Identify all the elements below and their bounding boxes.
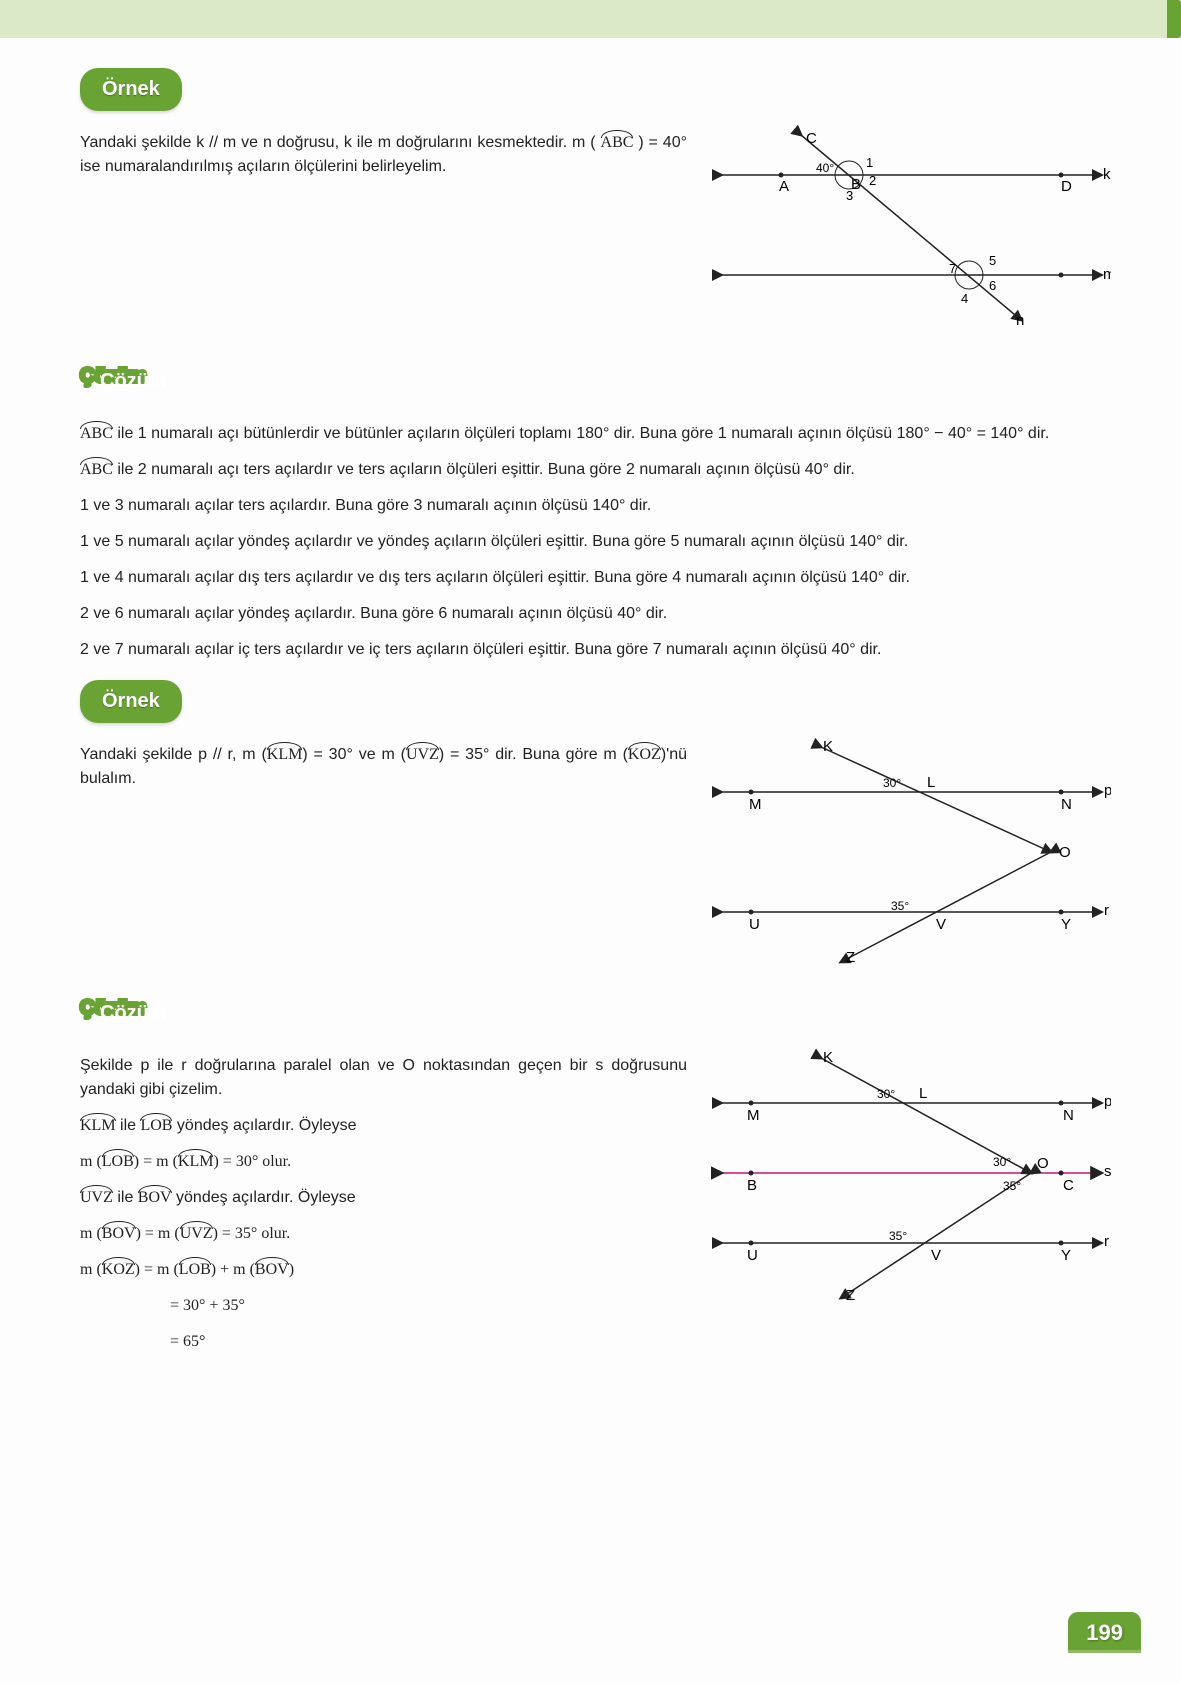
svg-text:B: B bbox=[747, 1177, 757, 1194]
sol1-line0: ABC ile 1 numaralı açı bütünlerdir ve bü… bbox=[80, 422, 1111, 446]
sol2-l7: = 65° bbox=[170, 1330, 687, 1354]
pt-C: C bbox=[806, 130, 817, 147]
svg-text:35°: 35° bbox=[891, 899, 909, 913]
svg-text:O: O bbox=[1059, 844, 1071, 861]
example-1: Örnek Yandaki şekilde k // m ve n doğrus… bbox=[80, 68, 1111, 343]
solution-2: Çözüm Çözüm Şekilde p ile r doğrularına … bbox=[80, 993, 1111, 1366]
svg-text:Y: Y bbox=[1061, 916, 1071, 933]
svg-text:4: 4 bbox=[961, 291, 968, 306]
cozum-heading-1: Çözüm Çözüm bbox=[80, 361, 187, 402]
svg-text:p: p bbox=[1104, 1093, 1111, 1110]
sol2-l5: m (KOZ) = m (LOB) + m (BOV) bbox=[80, 1258, 687, 1282]
svg-text:C: C bbox=[1063, 1177, 1074, 1194]
sol2-l2: m (LOB) = m (KLM) = 30° olur. bbox=[80, 1150, 687, 1174]
page: Örnek Yandaki şekilde k // m ve n doğrus… bbox=[0, 0, 1181, 1683]
svg-text:Z: Z bbox=[846, 949, 855, 966]
svg-text:35°: 35° bbox=[889, 1229, 907, 1243]
svg-text:V: V bbox=[936, 916, 946, 933]
sol2-p1: Şekilde p ile r doğrularına paralel olan… bbox=[80, 1054, 687, 1102]
svg-text:M: M bbox=[747, 1107, 760, 1124]
svg-text:U: U bbox=[749, 916, 760, 933]
svg-text:N: N bbox=[1061, 796, 1072, 813]
sol2-l3: UVZ ile BOV yöndeş açılardır. Öyleyse bbox=[80, 1186, 687, 1210]
page-number: 199 bbox=[1068, 1612, 1141, 1653]
sol1-line2: 1 ve 3 numaralı açılar ters açılardır. B… bbox=[80, 494, 1111, 518]
svg-text:O: O bbox=[1037, 1155, 1049, 1172]
ornek-heading-1: Örnek bbox=[80, 68, 182, 111]
angle-40: 40° bbox=[816, 161, 834, 175]
svg-text:30°: 30° bbox=[883, 776, 901, 790]
svg-text:r: r bbox=[1104, 1233, 1109, 1250]
sol1-line3: 1 ve 5 numaralı açılar yöndeş açılardır … bbox=[80, 530, 1111, 554]
arc-abc: ABC bbox=[601, 134, 634, 151]
svg-text:U: U bbox=[747, 1247, 758, 1264]
svg-text:7: 7 bbox=[949, 261, 956, 276]
svg-text:1: 1 bbox=[866, 155, 873, 170]
diagram-3: K L M N O B C U V Y Z 30° 30° 35° 35° p bbox=[711, 1048, 1111, 1308]
svg-text:L: L bbox=[927, 774, 935, 791]
ex1-problem: Yandaki şekilde k // m ve n doğrusu, k i… bbox=[80, 131, 687, 179]
sol1-line6: 2 ve 7 numaralı açılar iç ters açılardır… bbox=[80, 638, 1111, 662]
line-n: n bbox=[1016, 312, 1024, 329]
svg-text:K: K bbox=[823, 1049, 833, 1066]
svg-text:3: 3 bbox=[846, 188, 853, 203]
diagram-2: K L M N O U V Y Z 30° 35° p r bbox=[711, 737, 1111, 967]
svg-text:2: 2 bbox=[869, 173, 876, 188]
svg-text:30°: 30° bbox=[993, 1155, 1011, 1169]
header-bar bbox=[0, 0, 1181, 38]
ex2-problem: Yandaki şekilde p // r, m (KLM) = 30° ve… bbox=[80, 743, 687, 791]
svg-text:L: L bbox=[919, 1085, 927, 1102]
sol1-line1: ABC ile 2 numaralı açı ters açılardır ve… bbox=[80, 458, 1111, 482]
line-k: k bbox=[1103, 166, 1111, 183]
svg-text:N: N bbox=[1063, 1107, 1074, 1124]
pt-A: A bbox=[779, 178, 789, 195]
cozum-heading-2: Çözüm Çözüm bbox=[80, 993, 187, 1034]
svg-text:35°: 35° bbox=[1003, 1179, 1021, 1193]
svg-text:5: 5 bbox=[989, 253, 996, 268]
solution-1: Çözüm Çözüm ABC ile 1 numaralı açı bütün… bbox=[80, 361, 1111, 662]
svg-text:Z: Z bbox=[846, 1287, 855, 1304]
diagram-1: A B C D k m n 40° 1 2 3 4 5 6 7 bbox=[711, 125, 1111, 335]
sol2-l4: m (BOV) = m (UVZ) = 35° olur. bbox=[80, 1222, 687, 1246]
svg-text:V: V bbox=[931, 1247, 941, 1264]
sol1-line5: 2 ve 6 numaralı açılar yöndeş açılardır.… bbox=[80, 602, 1111, 626]
svg-text:M: M bbox=[749, 796, 762, 813]
sol2-l1: KLM ile LOB yöndeş açılardır. Öyleyse bbox=[80, 1114, 687, 1138]
svg-text:30°: 30° bbox=[877, 1087, 895, 1101]
svg-text:s: s bbox=[1104, 1163, 1111, 1180]
svg-text:p: p bbox=[1104, 782, 1111, 799]
line-m: m bbox=[1103, 266, 1111, 283]
sol1-line4: 1 ve 4 numaralı açılar dış ters açılardı… bbox=[80, 566, 1111, 590]
svg-text:Y: Y bbox=[1061, 1247, 1071, 1264]
pt-D: D bbox=[1061, 178, 1072, 195]
svg-text:6: 6 bbox=[989, 278, 996, 293]
svg-text:K: K bbox=[823, 738, 833, 755]
sol2-l6: = 30° + 35° bbox=[170, 1294, 687, 1318]
svg-text:r: r bbox=[1104, 902, 1109, 919]
example-2: Örnek Yandaki şekilde p // r, m (KLM) = … bbox=[80, 680, 1111, 975]
ornek-heading-2: Örnek bbox=[80, 680, 182, 723]
